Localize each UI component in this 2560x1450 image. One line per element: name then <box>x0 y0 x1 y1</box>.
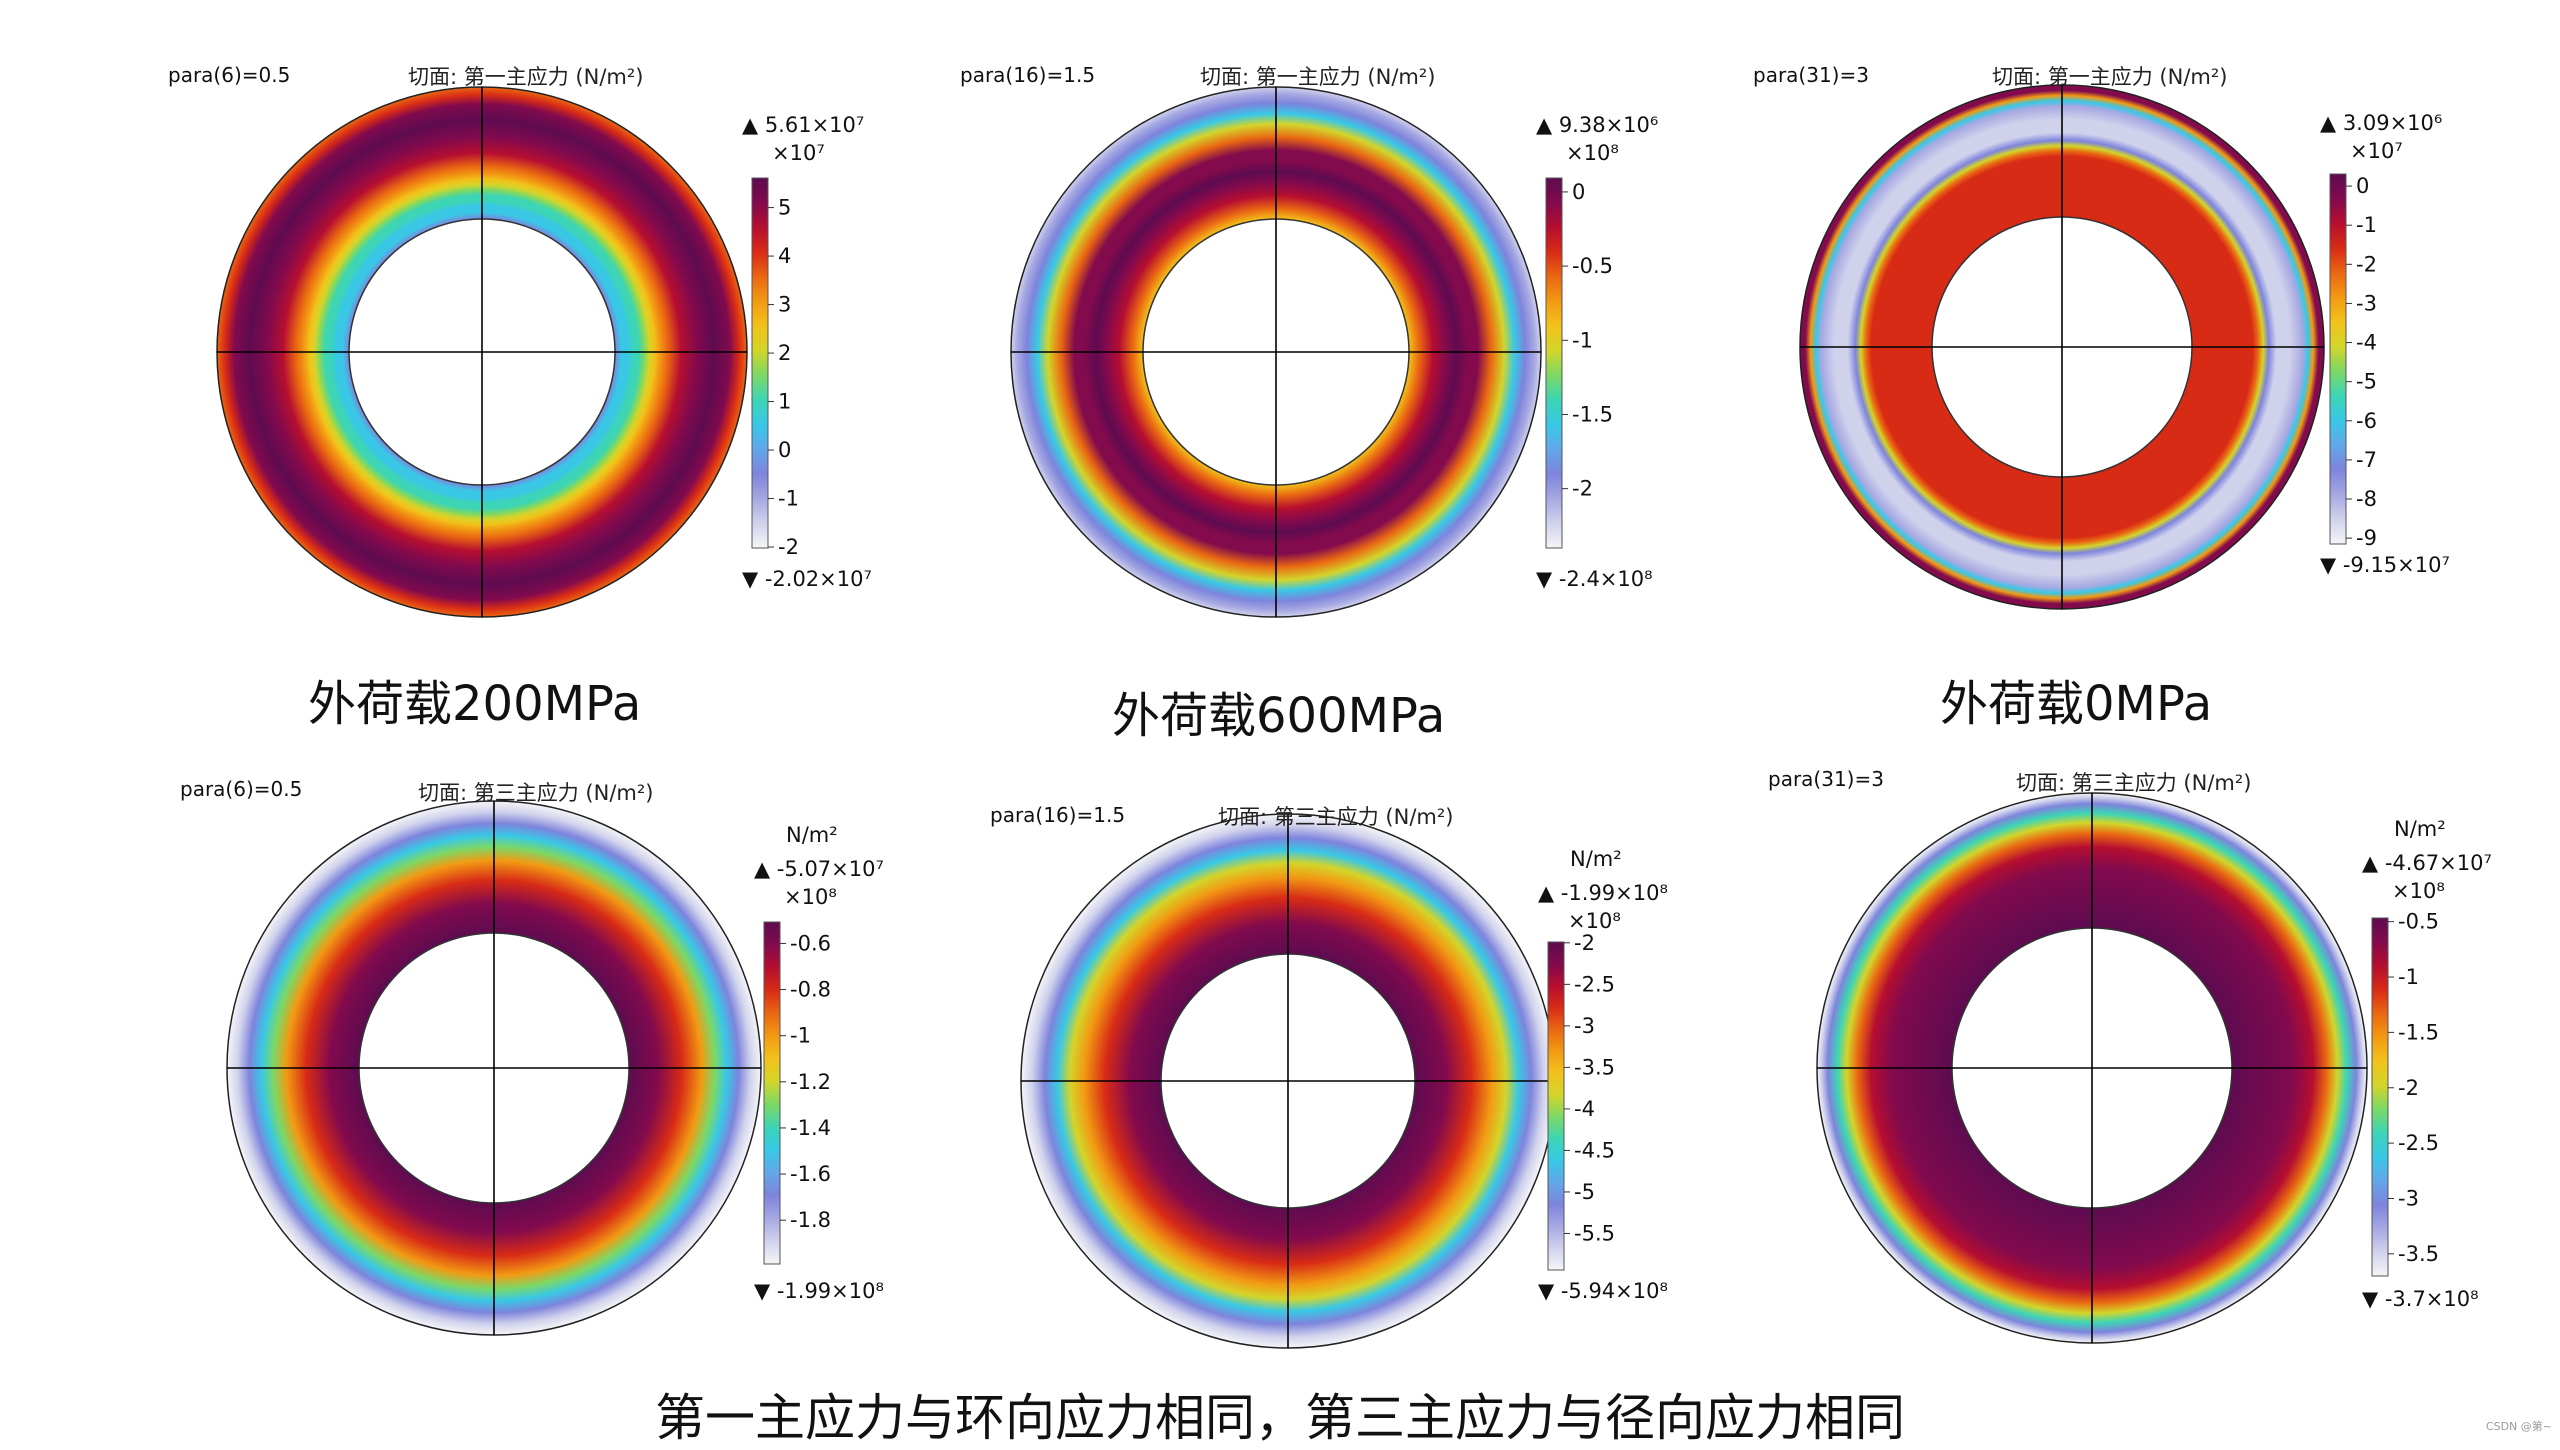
colorbar-tick-label: 5 <box>778 196 791 220</box>
colorbar-tick-label: -1 <box>790 1024 811 1048</box>
colorbar-tick-label: -3.5 <box>1574 1055 1615 1079</box>
min-value-label: ▼ -3.7×10⁸ <box>2362 1287 2479 1311</box>
parameter-label: para(16)=1.5 <box>990 803 1125 827</box>
colorbar-tick-label: -1.6 <box>790 1162 831 1186</box>
caption-load-0mpa: 外荷载0MPa <box>1940 676 2213 732</box>
caption-load-600mpa: 外荷载600MPa <box>1112 688 1446 744</box>
colorbar-tick-label: 0 <box>1572 180 1585 204</box>
min-value-label: ▼ -2.02×10⁷ <box>742 567 872 591</box>
colorbar-tick-label: -1.5 <box>1572 402 1613 426</box>
caption-load-200mpa: 外荷载200MPa <box>308 676 642 732</box>
max-value-label: ▲ -4.67×10⁷ <box>2362 851 2492 875</box>
colorbar-tick-label: -2 <box>778 535 799 559</box>
colorbar-tick-label: -1.4 <box>790 1116 831 1140</box>
min-value-label: ▼ -9.15×10⁷ <box>2320 553 2450 577</box>
parameter-label: para(16)=1.5 <box>960 63 1095 87</box>
stress-panel-3: para(31)=3 切面: 第一主应力 (N/m²) ▲ 3.09×10⁶ ×10⁷… <box>1753 63 2450 610</box>
colorbar-tick-label: -1 <box>778 487 799 511</box>
colorbar-tick-label: -1 <box>2356 213 2377 237</box>
colorbar-3 <box>2329 173 2347 545</box>
stress-panel-1: para(6)=0.5 切面: 第一主应力 (N/m²) ▲ 5.61×10⁷ ×10… <box>168 63 872 618</box>
colorbar-tick-label: -0.5 <box>1572 254 1613 278</box>
colorbar-tick-label: -2 <box>1574 931 1595 955</box>
colorbar-scale: ×10⁷ <box>2350 139 2403 163</box>
stress-panel-5: para(16)=1.5 切面: 第三主应力 (N/m²) N/m² ▲ -1.99×… <box>990 803 1668 1349</box>
colorbar-tick-label: -7 <box>2356 448 2377 472</box>
colorbar-scale: ×10⁸ <box>784 885 837 909</box>
colorbar-tick-label: -0.5 <box>2398 910 2439 934</box>
colorbar-tick-label: 0 <box>2356 174 2369 198</box>
stress-panel-4: para(6)=0.5 切面: 第三主应力 (N/m²) N/m² ▲ -5.07×1… <box>180 777 884 1336</box>
colorbar-scale: ×10⁷ <box>772 141 825 165</box>
max-value-label: ▲ 3.09×10⁶ <box>2320 111 2442 135</box>
colorbar-tick-label: -1 <box>2398 965 2419 989</box>
slice-title: 切面: 第三主应力 (N/m²) <box>2016 771 2251 795</box>
colorbar-tick-label: 0 <box>778 438 791 462</box>
slice-title: 切面: 第三主应力 (N/m²) <box>418 781 653 805</box>
colorbar-scale: ×10⁸ <box>1566 141 1619 165</box>
parameter-label: para(31)=3 <box>1753 63 1869 87</box>
colorbar-tick-label: -3 <box>1574 1014 1595 1038</box>
colorbar-tick-label: -3 <box>2398 1186 2419 1210</box>
colorbar-6 <box>2371 917 2389 1277</box>
colorbar-tick-label: -2.5 <box>2398 1131 2439 1155</box>
colorbar-tick-label: -1 <box>1572 328 1593 352</box>
colorbar-unit: N/m² <box>2394 817 2446 841</box>
stress-panel-6: para(31)=3 切面: 第三主应力 (N/m²) N/m² ▲ -4.67×10… <box>1768 767 2492 1344</box>
colorbar-tick-label: -3 <box>2356 291 2377 315</box>
max-value-label: ▲ 5.61×10⁷ <box>742 113 864 137</box>
watermark: CSDN @第~ <box>2485 1420 2552 1433</box>
min-value-label: ▼ -1.99×10⁸ <box>754 1279 884 1303</box>
colorbar-5 <box>1547 941 1565 1271</box>
colorbar-tick-label: 1 <box>778 390 791 414</box>
colorbar-tick-label: -1.8 <box>790 1208 831 1232</box>
colorbar-tick-label: -8 <box>2356 487 2377 511</box>
colorbar-tick-label: -6 <box>2356 409 2377 433</box>
min-value-label: ▼ -5.94×10⁸ <box>1538 1279 1668 1303</box>
slice-title: 切面: 第三主应力 (N/m²) <box>1218 805 1453 829</box>
colorbar-tick-label: 4 <box>778 244 791 268</box>
colorbar-unit: N/m² <box>786 823 838 847</box>
max-value-label: ▲ -5.07×10⁷ <box>754 857 884 881</box>
colorbar-tick-label: -3.5 <box>2398 1242 2439 1266</box>
colorbar-tick-label: -4 <box>1574 1097 1595 1121</box>
stress-panel-2: para(16)=1.5 切面: 第一主应力 (N/m²) ▲ 9.38×10⁶ ×1… <box>960 63 1658 618</box>
colorbar-tick-label: -5 <box>1574 1180 1595 1204</box>
max-value-label: ▲ -1.99×10⁸ <box>1538 881 1668 905</box>
colorbar-tick-label: -2 <box>1572 477 1593 501</box>
slice-title: 切面: 第一主应力 (N/m²) <box>1200 65 1435 89</box>
colorbar-unit: N/m² <box>1570 847 1622 871</box>
colorbar-tick-label: -4.5 <box>1574 1138 1615 1162</box>
colorbar-tick-label: -2 <box>2398 1076 2419 1100</box>
colorbar-tick-label: -0.8 <box>790 978 831 1002</box>
parameter-label: para(31)=3 <box>1768 767 1884 791</box>
slice-title: 切面: 第一主应力 (N/m²) <box>408 65 643 89</box>
colorbar-4 <box>763 921 781 1265</box>
colorbar-tick-label: -5 <box>2356 370 2377 394</box>
colorbar-1 <box>751 177 769 549</box>
min-value-label: ▼ -2.4×10⁸ <box>1536 567 1653 591</box>
bottom-conclusion-note: 第一主应力与环向应力相同，第三主应力与径向应力相同 <box>655 1389 1905 1447</box>
colorbar-tick-label: 3 <box>778 293 791 317</box>
colorbar-2 <box>1545 177 1563 549</box>
colorbar-tick-label: -9 <box>2356 526 2377 550</box>
colorbar-tick-label: -2 <box>2356 252 2377 276</box>
colorbar-tick-label: -1.2 <box>790 1070 831 1094</box>
parameter-label: para(6)=0.5 <box>180 777 302 801</box>
colorbar-tick-label: -4 <box>2356 331 2377 355</box>
colorbar-scale: ×10⁸ <box>2392 879 2445 903</box>
colorbar-scale: ×10⁸ <box>1568 909 1621 933</box>
colorbar-tick-label: -2.5 <box>1574 972 1615 996</box>
colorbar-tick-label: -1.5 <box>2398 1020 2439 1044</box>
colorbar-tick-label: -5.5 <box>1574 1221 1615 1245</box>
colorbar-tick-label: 2 <box>778 341 791 365</box>
max-value-label: ▲ 9.38×10⁶ <box>1536 113 1658 137</box>
parameter-label: para(6)=0.5 <box>168 63 290 87</box>
colorbar-tick-label: -0.6 <box>790 931 831 955</box>
slice-title: 切面: 第一主应力 (N/m²) <box>1992 65 2227 89</box>
